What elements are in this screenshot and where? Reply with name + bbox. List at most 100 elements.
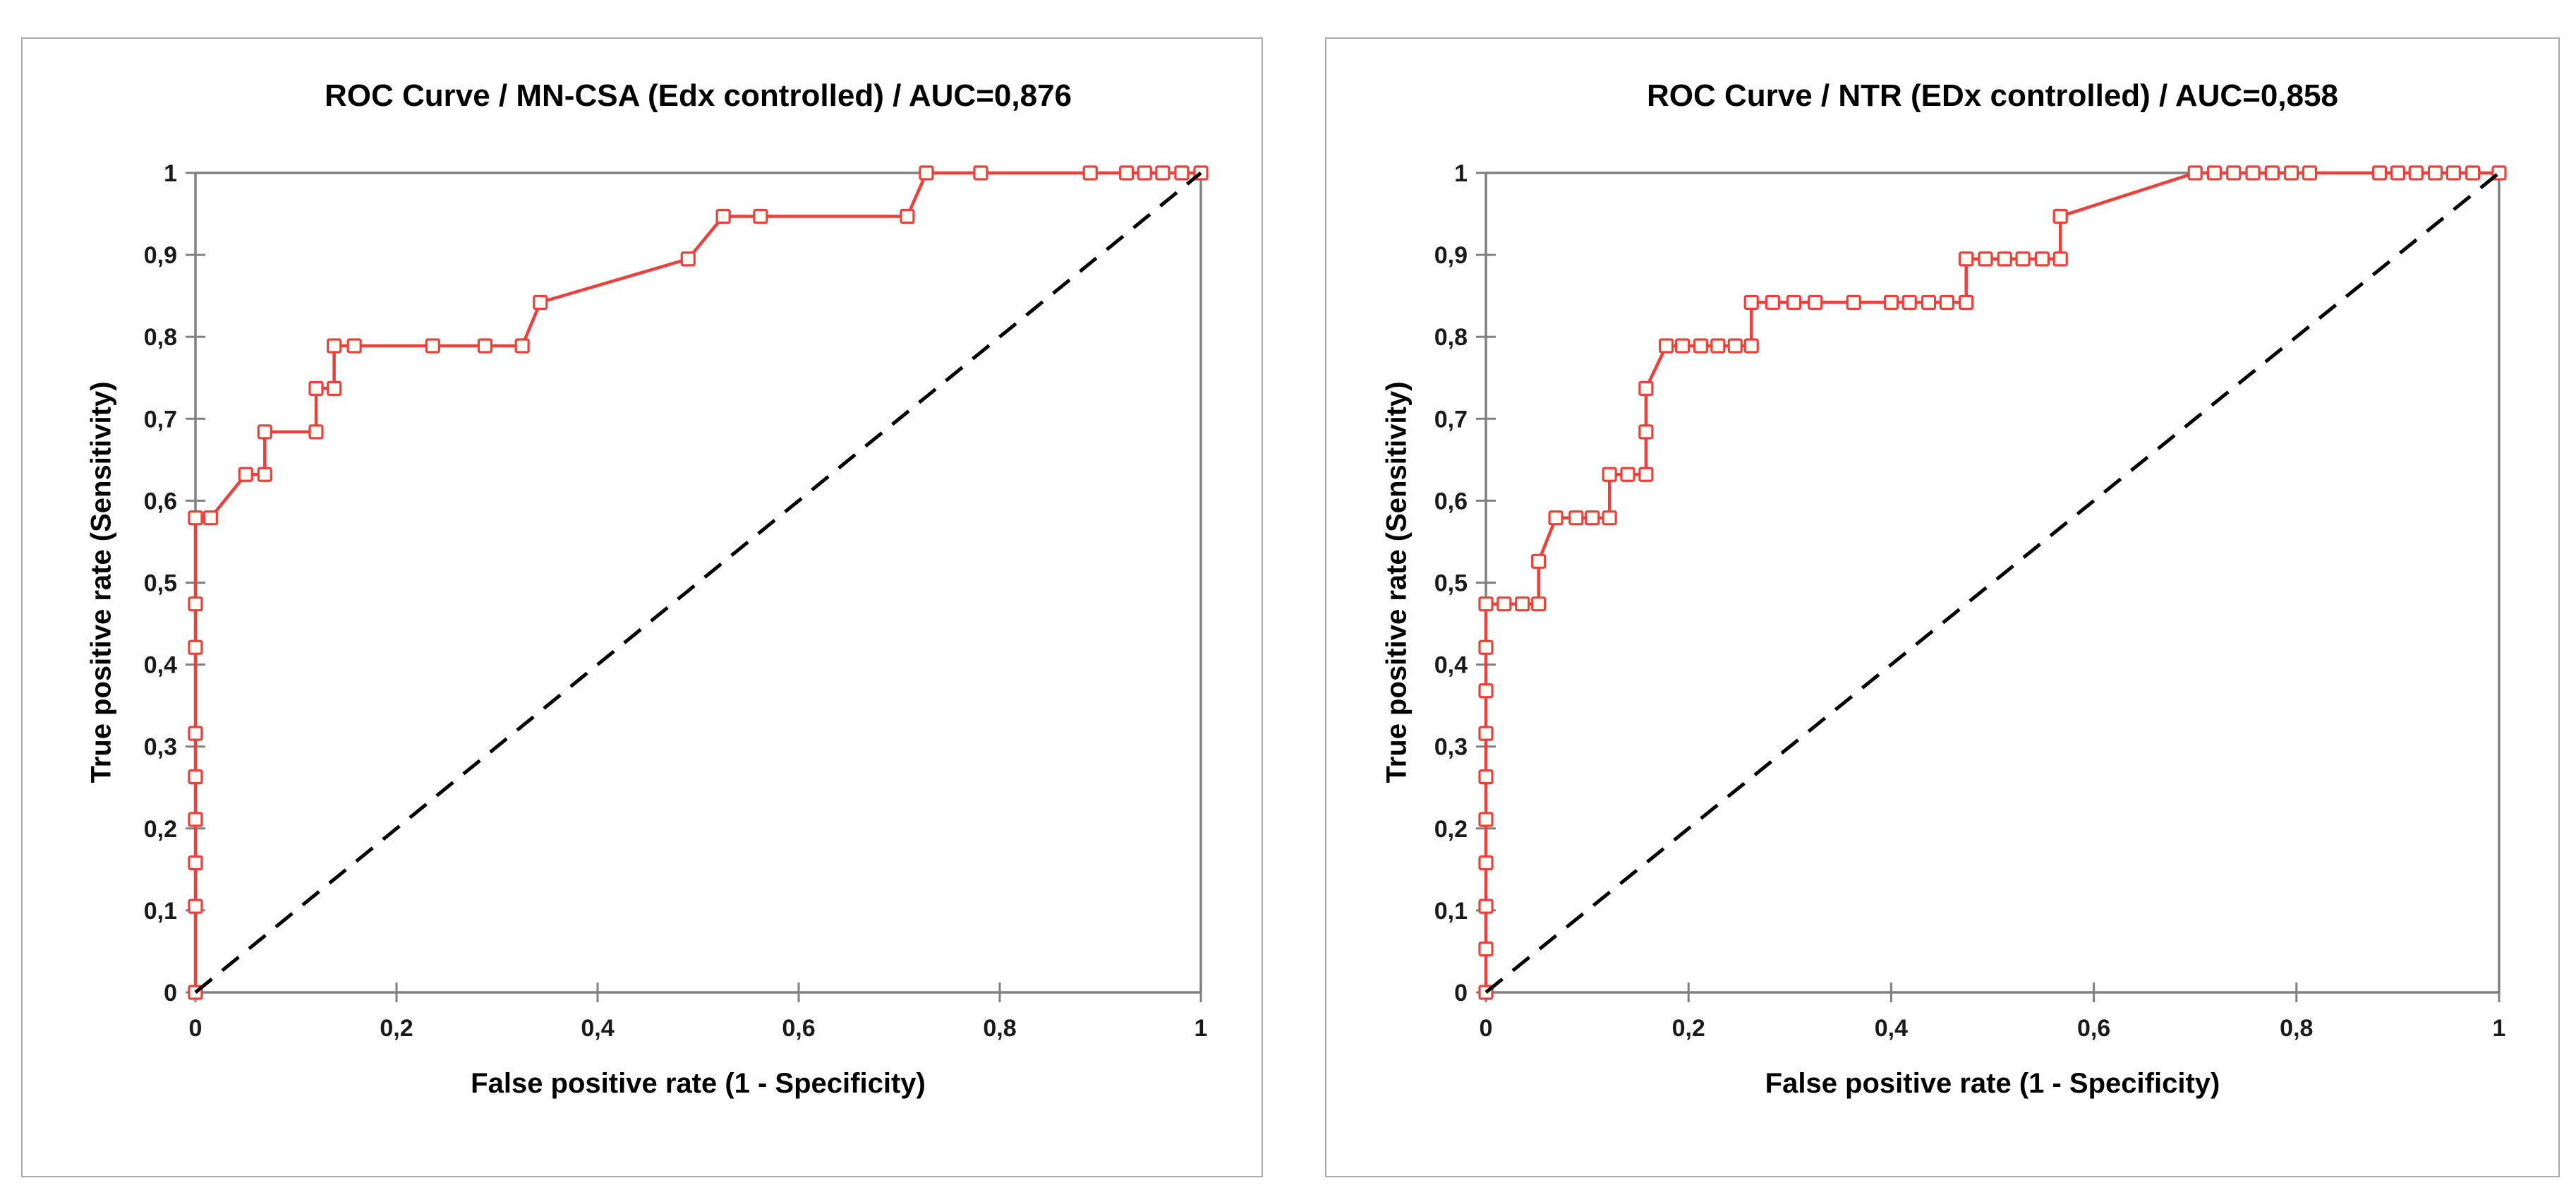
- roc-curve-marker: [2206, 165, 2223, 181]
- y-tick-label: 1: [1454, 160, 1468, 187]
- y-tick-label: 0,4: [1434, 652, 1468, 679]
- roc-curve-marker: [188, 596, 203, 612]
- roc-curve-marker: [1959, 251, 1974, 267]
- x-tick-label: 0,8: [983, 1015, 1016, 1042]
- roc-curve-marker: [327, 338, 342, 354]
- roc-curve-marker: [2445, 165, 2461, 181]
- plot-frame: [194, 172, 1202, 994]
- roc-curve-marker: [1137, 165, 1152, 181]
- roc-curve-marker: [2390, 165, 2406, 181]
- y-tick-label: 0,9: [1434, 242, 1468, 269]
- y-tick-label: 0,2: [144, 816, 177, 843]
- roc-curve-marker: [1478, 855, 1494, 871]
- roc-curve-marker: [1478, 726, 1494, 741]
- roc-curve-marker: [900, 208, 915, 224]
- roc-curve-marker: [327, 380, 342, 396]
- roc-curve-marker: [1602, 510, 1617, 526]
- y-tick-label: 0,1: [144, 898, 177, 925]
- roc-curve-marker: [238, 467, 253, 482]
- roc-curve-marker: [188, 769, 203, 785]
- roc-curve-marker: [1939, 294, 1954, 311]
- roc-curve-marker: [188, 726, 203, 741]
- roc-curve-marker: [2015, 251, 2031, 267]
- roc-curve-marker: [2034, 251, 2050, 267]
- roc-curve-marker: [1531, 596, 1547, 612]
- roc-curve-marker: [1743, 338, 1759, 354]
- roc-curve-marker: [346, 338, 362, 354]
- roc-curve-marker: [1118, 165, 1135, 181]
- roc-curve-marker: [1478, 639, 1494, 655]
- y-tick-label: 0,5: [144, 570, 177, 597]
- chance-diagonal-line: [1484, 172, 2501, 994]
- roc-curve-marker: [188, 898, 203, 914]
- x-tick-label: 0,6: [2077, 1015, 2110, 1042]
- roc-curve-marker: [308, 380, 324, 396]
- y-tick-label: 0,8: [1434, 324, 1468, 351]
- roc-curve-marker: [1515, 596, 1530, 612]
- roc-curve-marker: [1765, 294, 1780, 311]
- x-axis-title: False positive rate (1 - Specificity): [471, 1068, 926, 1099]
- roc-curve-marker: [2052, 208, 2068, 224]
- roc-curve-marker: [1602, 467, 1617, 482]
- roc-plot-svg: 00,10,20,30,40,50,60,70,80,910 0,2 0,4 0,6 0…: [144, 160, 1209, 1042]
- y-tick-label: 0,9: [144, 242, 177, 269]
- x-tick-label: 1: [2493, 1015, 2506, 1042]
- y-tick-label: 0,1: [1434, 898, 1468, 925]
- roc-curve-marker: [2427, 165, 2443, 181]
- roc-curve-marker: [2187, 165, 2203, 181]
- x-tick-label: 0,8: [2280, 1015, 2313, 1042]
- y-tick-label: 0,7: [1434, 406, 1468, 433]
- roc-curve-marker: [1883, 294, 1899, 311]
- x-axis-ticks: 0 0,2 0,4 0,6 0,8 1: [189, 982, 1208, 1042]
- roc-curve-marker: [753, 208, 768, 224]
- x-tick-label: 0,4: [1875, 1015, 1908, 1042]
- roc-curve-marker: [1155, 165, 1171, 181]
- chart-title-mn-csa: ROC Curve / MN-CSA (Edx controlled) / AU…: [324, 78, 1072, 113]
- roc-curve-marker: [1638, 380, 1654, 396]
- x-tick-label: 0,2: [1672, 1015, 1705, 1042]
- x-axis-ticks: 0 0,2 0,4 0,6 0,8 1: [1480, 982, 2506, 1042]
- y-tick-label: 0,8: [144, 324, 177, 351]
- y-tick-label: 0,3: [1434, 734, 1468, 761]
- y-tick-label: 0,3: [144, 734, 177, 761]
- roc-curve-marker: [715, 208, 731, 224]
- y-tick-label: 0: [164, 980, 177, 1006]
- roc-curve-marker: [1478, 812, 1494, 827]
- y-axis-ticks: 0 0,1 0,2 0,3 0,4 0,5 0,6 0,7 0,8 0,9 1: [1434, 160, 1496, 1006]
- roc-curve-marker: [202, 510, 218, 526]
- roc-panel-mn-csa: ROC Curve / MN-CSA (Edx controlled) / AU…: [21, 37, 1263, 1177]
- chart-title-ntr: ROC Curve / NTR (EDx controlled) / AUC=0…: [1646, 78, 2338, 113]
- chance-diagonal-line: [194, 172, 1202, 994]
- roc-curve-marker: [2264, 165, 2280, 181]
- y-tick-label: 0,6: [1434, 488, 1468, 515]
- roc-curve-marker: [1693, 338, 1709, 354]
- roc-curve-marker: [1846, 294, 1861, 311]
- roc-curve-marker: [1638, 424, 1654, 440]
- x-tick-label: 0,2: [380, 1015, 413, 1042]
- roc-curve-marker: [1548, 510, 1564, 526]
- y-tick-label: 0,2: [1434, 816, 1468, 843]
- roc-panel-ntr: ROC Curve / NTR (EDx controlled) / AUC=0…: [1325, 37, 2560, 1177]
- roc-curve-marker: [1478, 683, 1494, 699]
- roc-curve-marker: [2284, 165, 2299, 181]
- roc-curve-marker: [1659, 338, 1674, 354]
- roc-curve-marker: [188, 855, 203, 871]
- roc-curve-marker: [514, 338, 530, 354]
- y-tick-label: 0,7: [144, 406, 177, 433]
- roc-curve-marker: [1921, 294, 1937, 311]
- roc-curve-marker: [2408, 165, 2424, 181]
- x-tick-label: 1: [1195, 1015, 1208, 1042]
- x-axis-title: False positive rate (1 - Specificity): [1765, 1068, 2220, 1099]
- y-tick-label: 0,5: [1434, 570, 1468, 597]
- roc-curve-marker: [1496, 596, 1512, 612]
- roc-curve-marker: [1959, 294, 1974, 311]
- x-tick-label: 0,4: [581, 1015, 614, 1042]
- roc-curve-marker: [1568, 510, 1584, 526]
- roc-curve-marker: [2465, 165, 2481, 181]
- roc-curve-marker: [477, 338, 493, 354]
- y-tick-label: 0: [1454, 980, 1468, 1006]
- roc-curve-marker: [188, 639, 203, 655]
- roc-curve-marker: [1478, 941, 1494, 957]
- y-tick-label: 0,4: [144, 652, 177, 679]
